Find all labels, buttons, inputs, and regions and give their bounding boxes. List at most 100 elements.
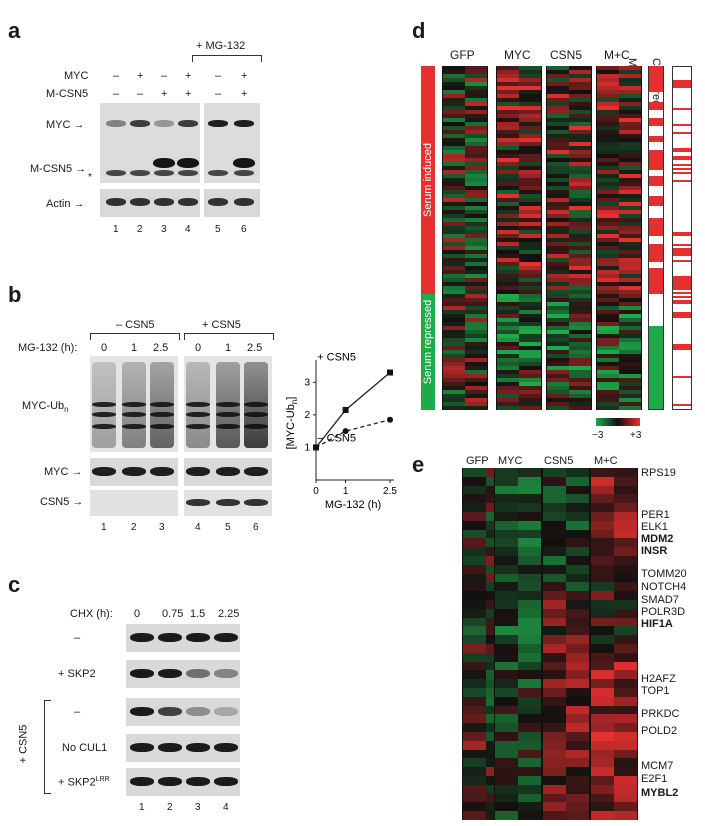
e-cell: [614, 573, 637, 583]
e-cell: [518, 723, 541, 733]
d-cell: [569, 290, 591, 295]
d-cell: [519, 382, 541, 387]
gene-label: POLD2: [641, 725, 678, 737]
d-cell: [597, 86, 619, 91]
d-cell: [465, 94, 487, 99]
d-cell: [569, 330, 591, 335]
e-cell: [614, 688, 637, 698]
d-cell: [465, 126, 487, 131]
nonspecific-band: [208, 170, 228, 176]
d-cell: [569, 366, 591, 371]
d-cell: [497, 270, 519, 275]
d-cell: [465, 266, 487, 271]
e-cell: [495, 714, 518, 724]
e-cell: [543, 512, 566, 522]
d-cell: [497, 194, 519, 199]
d-cell: [443, 110, 465, 115]
ub-band: [150, 424, 174, 429]
e-cell: [518, 802, 541, 812]
d-cell: [597, 358, 619, 363]
d-cell: [465, 398, 487, 403]
d-cell: [597, 170, 619, 175]
d-cell: [443, 162, 465, 167]
e-cell: [543, 679, 566, 689]
d-cell: [597, 74, 619, 79]
d-cell: [569, 126, 591, 131]
ub-band: [122, 412, 146, 417]
e-cell: [591, 696, 614, 706]
gene-label: POLR3D: [641, 606, 686, 618]
e-cell: [495, 547, 518, 557]
csn5-req-red: [673, 280, 691, 284]
scale-max: +3: [630, 430, 642, 441]
d-cell: [443, 94, 465, 99]
d-cell: [547, 158, 569, 163]
e-cell: [591, 468, 614, 478]
band-star: *: [88, 172, 92, 183]
e-cell: [495, 556, 518, 566]
d-cell: [619, 214, 641, 219]
e-cell: [495, 679, 518, 689]
d-cell: [465, 286, 487, 291]
data-point-square: [342, 406, 349, 413]
c-row-label: + SKP2LRR: [58, 776, 110, 789]
d-cell: [597, 302, 619, 307]
d-cell: [519, 346, 541, 351]
d-cell: [547, 210, 569, 215]
b-myc-band: [122, 467, 146, 476]
d-cell: [497, 66, 519, 71]
d-cell: [569, 354, 591, 359]
d-cell: [465, 218, 487, 223]
x-tick-label: 1: [343, 486, 349, 497]
d-cell: [619, 210, 641, 215]
e-cell: [518, 688, 541, 698]
d-cell: [547, 66, 569, 71]
d-cell: [465, 106, 487, 111]
d-cell: [547, 150, 569, 155]
e-cell: [614, 626, 637, 636]
e-cell: [463, 635, 486, 645]
d-cell: [497, 106, 519, 111]
d-cell: [569, 318, 591, 323]
d-cell: [547, 350, 569, 355]
chx-time: 0: [134, 608, 141, 620]
d-cell: [547, 222, 569, 227]
e-cell: [591, 635, 614, 645]
e-cell: [566, 573, 589, 583]
d-cell: [443, 102, 465, 107]
d-group-label: CSN5: [550, 48, 583, 62]
e-cell: [543, 573, 566, 583]
d-cell: [497, 350, 519, 355]
csn5-req-red: [673, 80, 691, 84]
e-cell: [614, 740, 637, 750]
lane-number: 5: [215, 224, 221, 235]
d-cell: [569, 234, 591, 239]
gene-label: ELK1: [641, 521, 668, 533]
myc-suff-red: [649, 136, 663, 142]
e-cell: [518, 494, 541, 504]
e-cell: [591, 608, 614, 618]
e-cell: [463, 538, 486, 548]
e-cell: [543, 582, 566, 592]
e-cell: [495, 688, 518, 698]
color-scale-bar: [596, 418, 640, 426]
time-label: 0: [195, 342, 202, 354]
e-cell: [495, 468, 518, 478]
d-cell: [519, 222, 541, 227]
d-cell: [443, 142, 465, 147]
lane-number: 1: [113, 224, 119, 235]
e-cell: [463, 476, 486, 486]
csn5-req-red: [673, 312, 691, 316]
d-cell: [465, 242, 487, 247]
d-cell: [497, 366, 519, 371]
d-cell: [465, 346, 487, 351]
d-cell: [569, 138, 591, 143]
e-cell: [566, 582, 589, 592]
d-cell: [519, 210, 541, 215]
e-cell: [591, 802, 614, 812]
d-cell: [465, 274, 487, 279]
e-cell: [614, 485, 637, 495]
d-cell: [519, 358, 541, 363]
lane-number: 1: [139, 802, 145, 813]
d-cell: [619, 310, 641, 315]
